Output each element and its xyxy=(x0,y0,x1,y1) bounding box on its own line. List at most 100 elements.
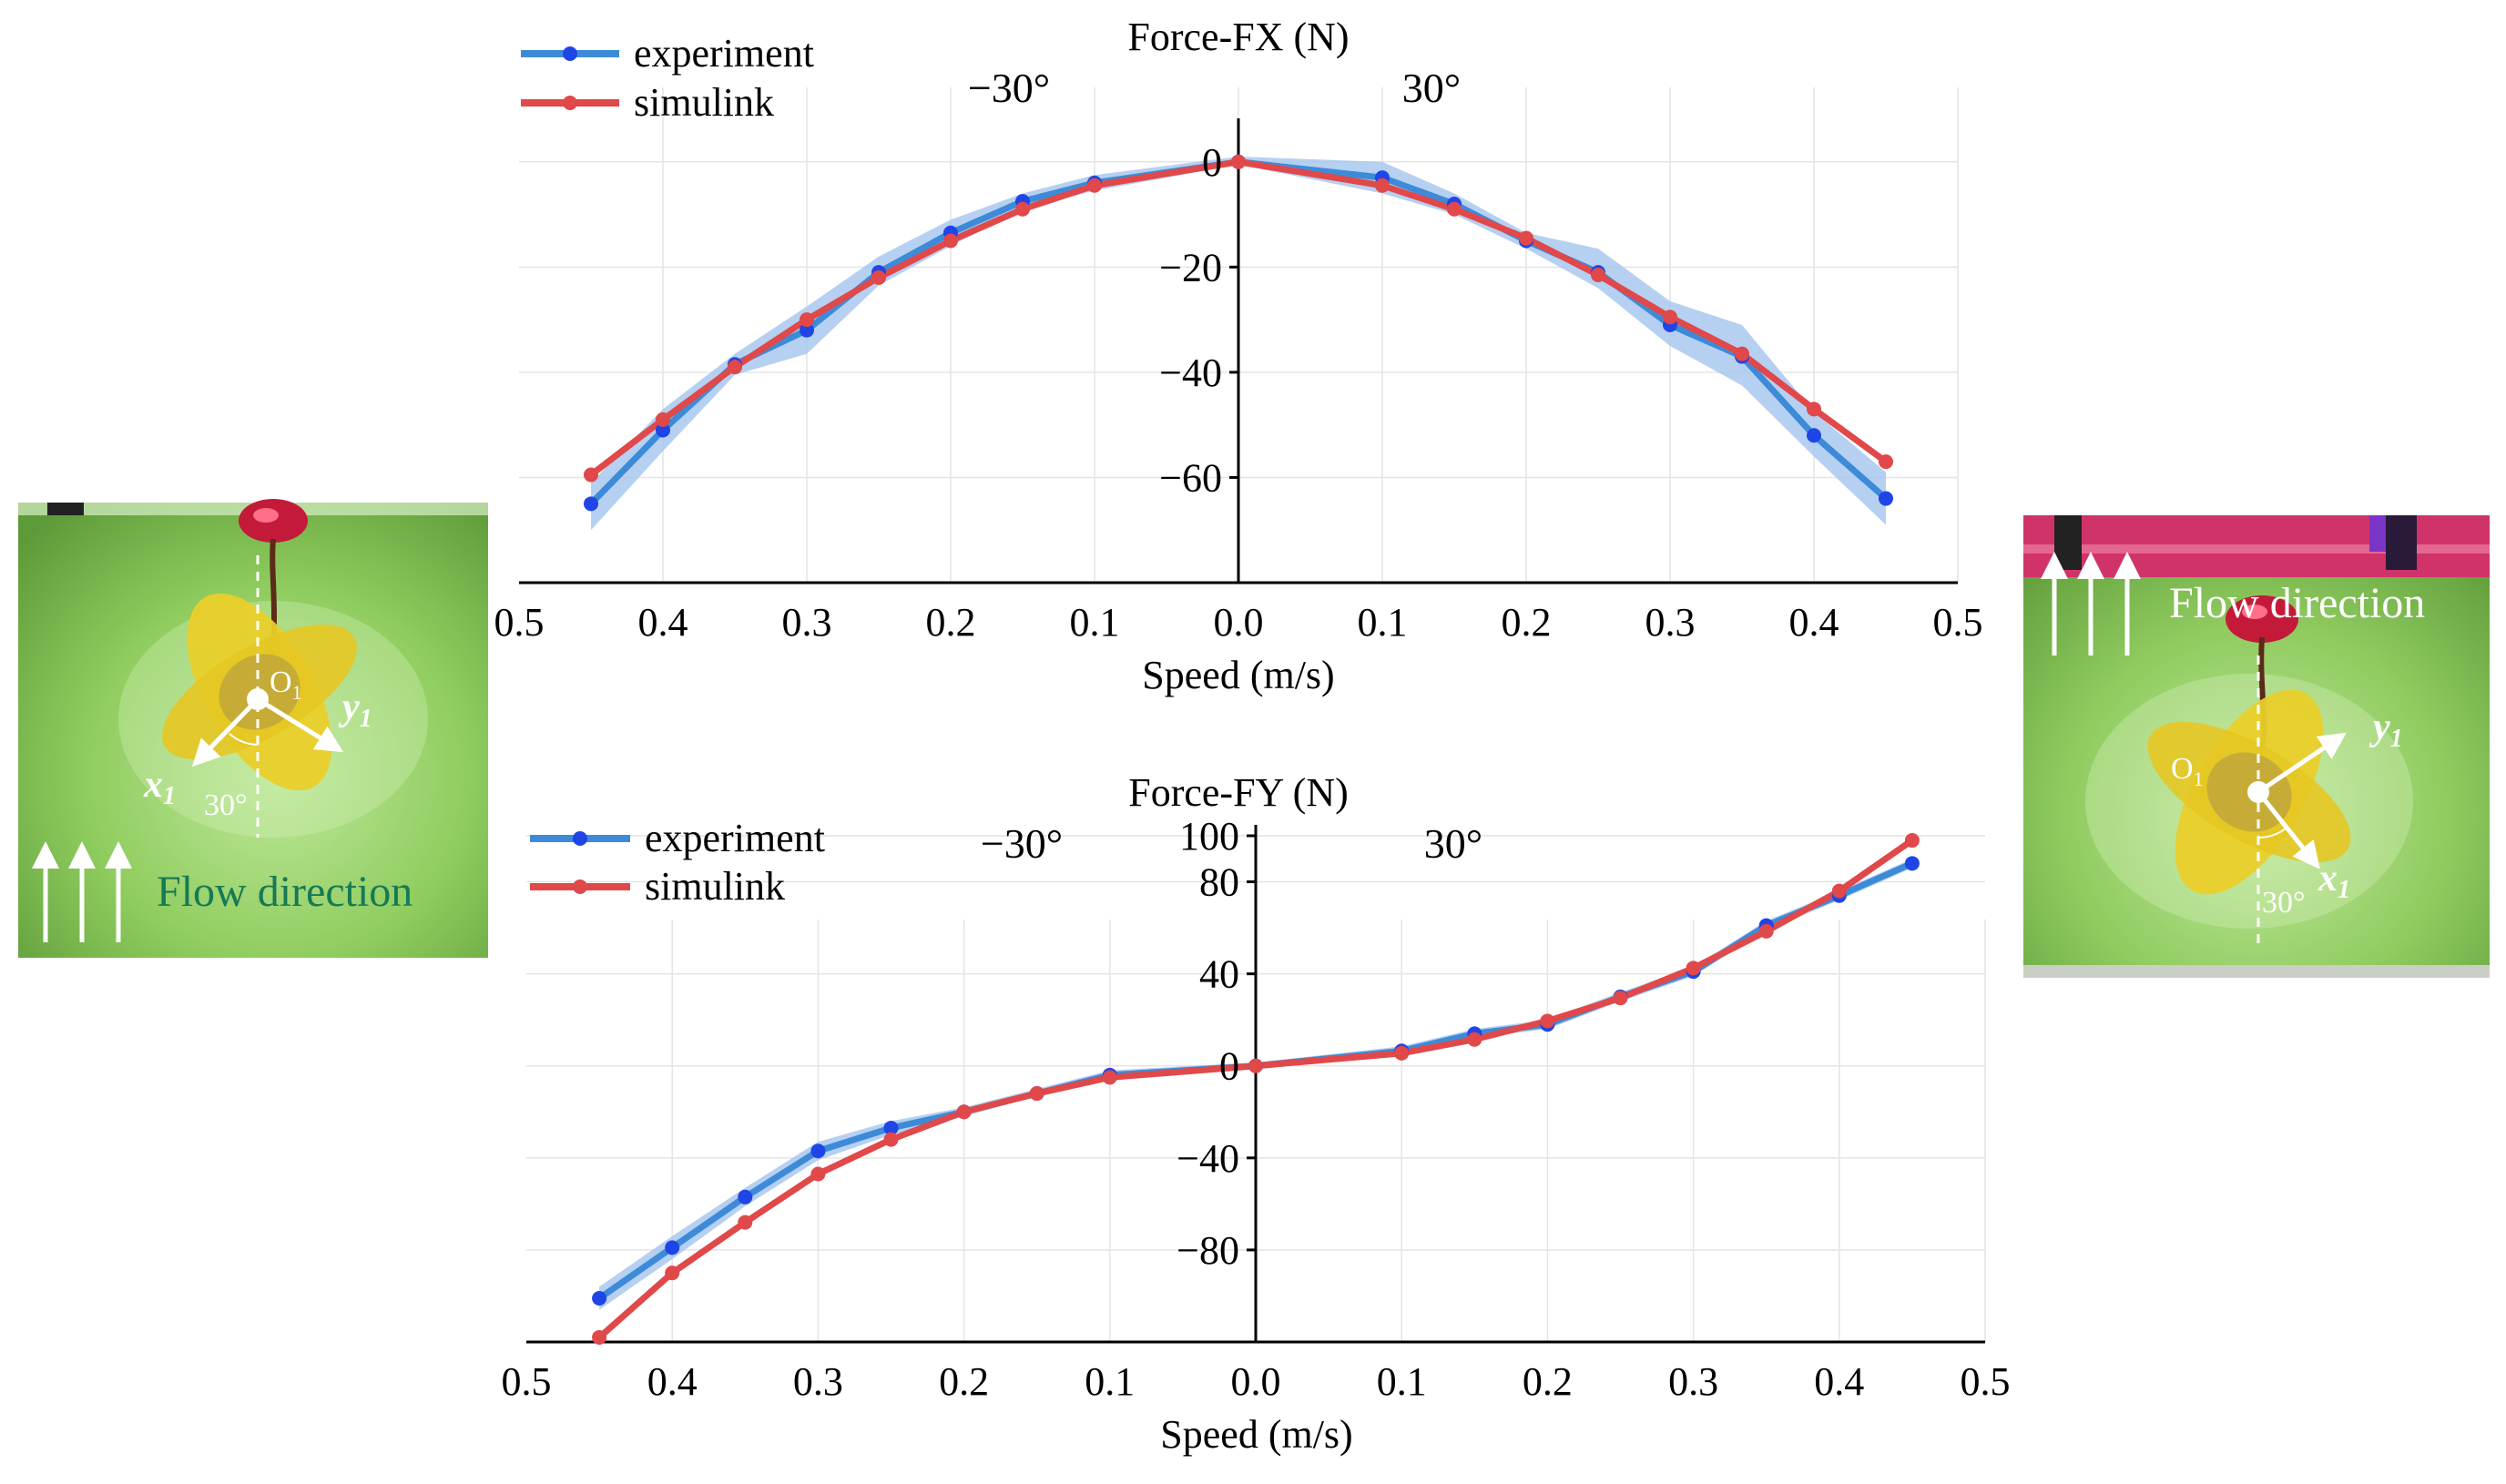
y-tick-label: −80 xyxy=(1177,1228,1239,1273)
y-tick-label: 0 xyxy=(1202,140,1222,185)
experiment-data-point xyxy=(1904,856,1920,871)
x-tick-label: 0.2 xyxy=(926,600,976,645)
simulink-data-point xyxy=(1613,991,1628,1006)
simulink-data-point xyxy=(1029,1086,1044,1102)
force-fx-x-axis-label: Speed (m/s) xyxy=(1142,653,1334,697)
flow-direction-label: Flow direction xyxy=(2169,579,2425,627)
x-tick-label: 0.0 xyxy=(1214,600,1264,645)
force-fx-y-tick-labels: 0 −20 −40 −60 xyxy=(1159,140,1222,501)
simulink-data-point xyxy=(1467,1032,1482,1047)
simulink-data-point xyxy=(943,233,958,249)
simulink-data-point xyxy=(956,1104,972,1120)
x1-axis-arrow xyxy=(191,697,260,767)
y1-axis-arrow xyxy=(256,696,344,753)
simulink-data-point xyxy=(871,269,886,285)
y-tick-label: 80 xyxy=(1199,860,1239,905)
experiment-data-point xyxy=(656,422,670,438)
force-fx-region-label-negative: −30° xyxy=(968,65,1050,111)
origin-label: O1 xyxy=(270,666,302,704)
experiment-data-point xyxy=(592,1290,607,1306)
x1-axis-label: x1 xyxy=(2318,858,2350,904)
simulink-data-point xyxy=(1904,833,1920,849)
simulink-data-point xyxy=(1663,310,1677,325)
simulink-data-point xyxy=(1248,1058,1263,1073)
simulink-data-point xyxy=(1015,201,1030,217)
x-tick-label: 0.1 xyxy=(1070,600,1120,645)
x-tick-label: 0.3 xyxy=(782,600,832,645)
force-fy-legend: experiment simulink xyxy=(530,816,825,909)
x-tick-label: 0.3 xyxy=(1668,1359,1718,1404)
y-tick-label: 100 xyxy=(1179,814,1239,859)
force-fy-region-label-negative: −30° xyxy=(981,820,1063,867)
x-tick-label: 0.5 xyxy=(1933,600,1983,645)
angle-label: 30° xyxy=(2262,886,2306,920)
legend-simulink-marker xyxy=(573,879,587,894)
simulink-data-point xyxy=(1447,201,1462,217)
clamp-left xyxy=(2054,515,2082,570)
simulink-data-point xyxy=(1231,154,1246,169)
simulink-data-point xyxy=(1758,923,1774,939)
legend-experiment-label: experiment xyxy=(645,816,825,860)
legend-simulink-marker xyxy=(563,96,577,110)
simulink-data-point xyxy=(800,312,814,328)
x-tick-label: 0.1 xyxy=(1377,1359,1427,1404)
simulink-data-point xyxy=(1879,454,1893,470)
simulink-data-point xyxy=(1394,1045,1410,1061)
cable-mount xyxy=(47,503,84,515)
legend-simulink-label: simulink xyxy=(634,80,774,125)
simulink-data-point xyxy=(728,360,742,375)
x1-axis-arrow xyxy=(2256,790,2320,869)
force-fy-region-label-positive: 30° xyxy=(1424,820,1482,867)
left-experiment-photo: O1 y1 x1 30° Flow direction xyxy=(18,499,488,958)
flow-direction-label: Flow direction xyxy=(157,868,413,916)
legend-simulink-label: simulink xyxy=(645,864,785,909)
simulink-data-point xyxy=(584,467,598,483)
force-fx-simulink-points xyxy=(584,154,1893,483)
clamp-purple xyxy=(2369,515,2386,552)
legend-experiment-marker xyxy=(573,831,587,846)
force-fy-x-axis-label: Speed (m/s) xyxy=(1160,1412,1352,1457)
force-fx-region-label-positive: 30° xyxy=(1402,65,1461,111)
x-tick-label: 0.2 xyxy=(1502,600,1552,645)
experiment-data-point xyxy=(584,496,598,512)
simulink-data-point xyxy=(1087,178,1102,193)
x-tick-label: 0.1 xyxy=(1358,600,1408,645)
x-tick-label: 0.2 xyxy=(939,1359,989,1404)
x-tick-label: 0.3 xyxy=(793,1359,843,1404)
simulink-data-point xyxy=(1591,268,1605,282)
simulink-data-point xyxy=(656,412,670,427)
photo-bottom-edge xyxy=(2023,965,2490,978)
simulink-data-point xyxy=(1540,1013,1555,1029)
simulink-data-point xyxy=(1375,178,1390,193)
force-fx-x-tick-labels: 0.5 0.4 0.3 0.2 0.1 0.0 0.1 0.2 0.3 0.4 0.5 xyxy=(494,600,1983,645)
legend-experiment-label: experiment xyxy=(634,31,814,76)
angle-label: 30° xyxy=(204,788,248,822)
clamp-right xyxy=(2386,515,2417,570)
simulink-data-point xyxy=(810,1166,826,1182)
force-fx-title: Force-FX (N) xyxy=(1127,15,1349,59)
x1-axis-label: x1 xyxy=(143,764,176,810)
x-tick-label: 0.5 xyxy=(494,600,545,645)
y-tick-label: −40 xyxy=(1159,351,1222,395)
y-tick-label: −40 xyxy=(1177,1136,1239,1181)
x-tick-label: 0.3 xyxy=(1645,600,1696,645)
simulink-data-point xyxy=(1519,230,1533,246)
simulink-data-point xyxy=(1807,401,1821,417)
force-fy-x-tick-labels: 0.5 0.4 0.3 0.2 0.1 0.0 0.1 0.2 0.3 0.4 0.5 xyxy=(502,1359,2011,1404)
legend-experiment-marker xyxy=(563,46,577,61)
x-tick-label: 0.4 xyxy=(1814,1359,1864,1404)
y-tick-label: 40 xyxy=(1199,952,1239,997)
simulink-data-point xyxy=(1102,1070,1117,1085)
origin-marker xyxy=(247,688,269,710)
experiment-data-point xyxy=(665,1240,680,1255)
experiment-data-point xyxy=(1879,491,1893,506)
simulink-data-point xyxy=(1686,961,1701,976)
red-float-highlight xyxy=(2242,605,2267,619)
x-tick-label: 0.2 xyxy=(1523,1359,1573,1404)
y-tick-label: −20 xyxy=(1159,245,1222,290)
angle-arc xyxy=(229,733,259,746)
x-tick-label: 0.5 xyxy=(1961,1359,2011,1404)
simulink-data-point xyxy=(1831,883,1847,899)
